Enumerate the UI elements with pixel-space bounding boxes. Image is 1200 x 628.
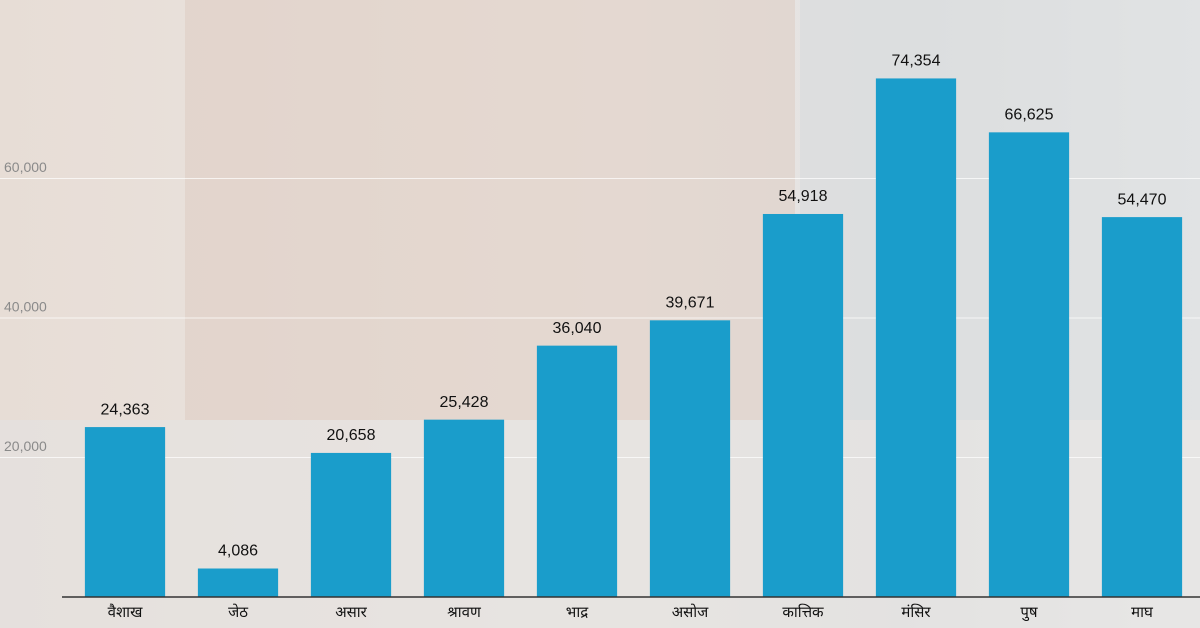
bar [536, 345, 618, 597]
bar [310, 452, 392, 597]
x-tick-label: जेठ [228, 603, 248, 621]
bar [762, 213, 844, 597]
bar [1101, 217, 1183, 597]
bar [875, 78, 957, 597]
bar [988, 132, 1070, 597]
y-tick-label: 40,000 [4, 299, 47, 315]
x-tick-label: असोज [672, 603, 709, 621]
x-tick-label: श्रावण [447, 604, 482, 621]
bar [197, 568, 279, 597]
bar [423, 419, 505, 597]
value-label: 20,658 [327, 427, 376, 444]
value-label: 4,086 [218, 543, 258, 560]
bar [84, 427, 166, 597]
x-tick-label: भाद्र [566, 604, 589, 621]
value-label: 24,363 [101, 401, 150, 418]
x-tick-label: कात्तिक [782, 603, 824, 621]
y-tick-label: 20,000 [4, 438, 47, 454]
bar [649, 320, 731, 597]
value-label: 25,428 [440, 394, 489, 411]
value-label: 74,354 [892, 53, 941, 70]
value-label: 54,470 [1118, 191, 1167, 208]
x-tick-label: पुष [1020, 604, 1038, 622]
value-label: 66,625 [1005, 107, 1054, 124]
value-label: 39,671 [666, 295, 715, 312]
value-label: 54,918 [779, 188, 828, 205]
y-tick-label: 60,000 [4, 159, 47, 175]
x-tick-label: माघ [1131, 604, 1154, 621]
x-tick-label: वैशाख [108, 603, 143, 621]
x-tick-label: असार [335, 604, 367, 621]
value-label: 36,040 [553, 320, 602, 337]
x-tick-label: मंसिर [901, 603, 931, 621]
